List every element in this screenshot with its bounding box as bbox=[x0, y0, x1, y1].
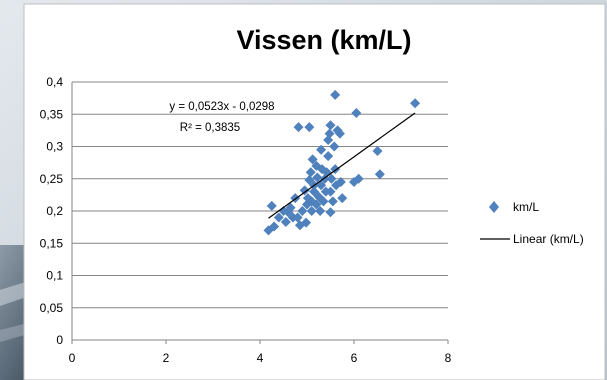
data-point bbox=[353, 173, 364, 184]
data-point bbox=[324, 128, 335, 139]
trendline-r2: R² = 0,3835 bbox=[180, 122, 240, 134]
data-point bbox=[307, 154, 318, 165]
y-tick-label: 0,3 bbox=[46, 140, 63, 154]
data-point bbox=[315, 206, 326, 216]
data-point bbox=[304, 122, 315, 133]
data-point bbox=[330, 89, 341, 100]
x-axis-tick-labels: 0 2 4 6 8 bbox=[69, 340, 452, 365]
data-point bbox=[305, 167, 316, 178]
data-point bbox=[316, 144, 327, 155]
data-point bbox=[297, 206, 308, 216]
data-point bbox=[292, 212, 303, 223]
data-point bbox=[312, 172, 323, 183]
y-tick-label: 0,25 bbox=[40, 172, 64, 186]
data-point bbox=[335, 176, 346, 187]
data-point bbox=[410, 98, 421, 109]
x-tick-label: 2 bbox=[163, 351, 170, 365]
y-tick-label: 0,35 bbox=[40, 107, 64, 121]
trendline-equation: y = 0,0523x - 0,0298 bbox=[169, 101, 274, 113]
data-point bbox=[326, 173, 337, 184]
x-tick-label: 4 bbox=[257, 351, 264, 365]
y-tick-label: 0,4 bbox=[46, 75, 63, 89]
data-point bbox=[325, 120, 336, 131]
data-point bbox=[285, 202, 296, 213]
data-point bbox=[334, 128, 345, 139]
x-tick-label: 8 bbox=[445, 351, 452, 365]
data-point bbox=[269, 221, 280, 232]
y-tick-label: 0,15 bbox=[40, 236, 64, 250]
data-point bbox=[306, 206, 317, 216]
data-point bbox=[280, 216, 291, 227]
legend-marker-diamond bbox=[489, 201, 499, 213]
legend-label-series: km/L bbox=[513, 200, 539, 214]
data-point bbox=[299, 185, 310, 196]
data-point bbox=[311, 199, 322, 210]
data-point bbox=[293, 122, 304, 133]
data-point bbox=[301, 217, 312, 228]
data-point bbox=[325, 186, 336, 197]
legend-label-trendline: Linear (km/L) bbox=[513, 232, 584, 246]
y-tick-label: 0,2 bbox=[46, 204, 63, 218]
chart-title: Vissen (km/L) bbox=[236, 25, 411, 55]
y-axis-tick-labels: 0 0,05 0,1 0,15 0,2 0,25 0,3 0,35 0,4 bbox=[40, 75, 64, 347]
data-point bbox=[327, 196, 338, 207]
data-point bbox=[273, 212, 284, 223]
data-point bbox=[323, 135, 334, 146]
data-point bbox=[372, 146, 383, 157]
x-tick-label: 6 bbox=[351, 351, 358, 365]
data-point bbox=[351, 107, 362, 118]
y-tick-label: 0 bbox=[56, 333, 63, 347]
data-point bbox=[325, 207, 336, 218]
data-point bbox=[374, 169, 385, 180]
data-point bbox=[337, 193, 348, 204]
data-point bbox=[266, 200, 277, 211]
x-tick-label: 0 bbox=[69, 351, 76, 365]
data-point bbox=[318, 196, 329, 207]
y-tick-label: 0,05 bbox=[40, 301, 64, 315]
data-point bbox=[323, 151, 334, 162]
data-point bbox=[329, 141, 340, 152]
trendline bbox=[268, 112, 416, 219]
gridlines bbox=[72, 81, 448, 309]
y-tick-label: 0,1 bbox=[46, 269, 63, 283]
legend: km/L Linear (km/L) bbox=[480, 200, 584, 246]
